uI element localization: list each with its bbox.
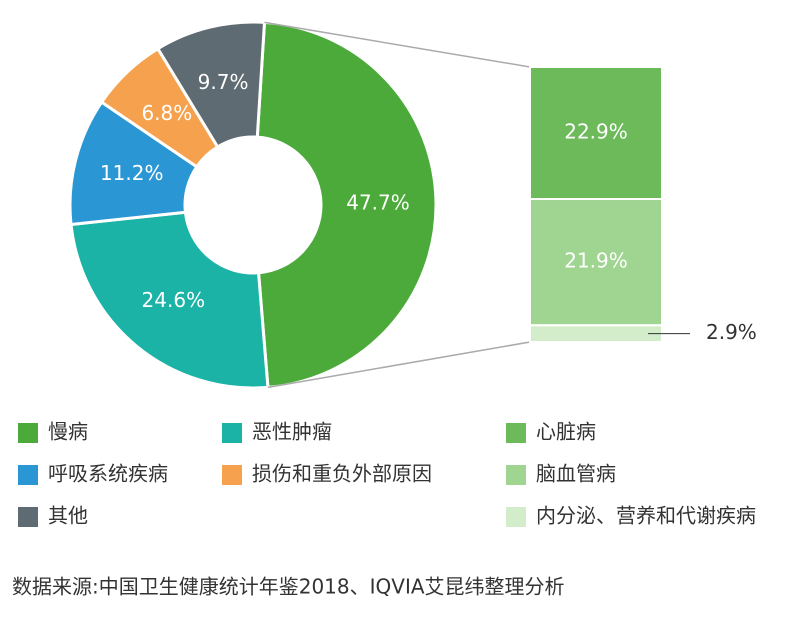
legend-label: 呼吸系统疾病 — [48, 462, 168, 486]
legend-label: 心脏病 — [536, 420, 596, 444]
legend-label: 脑血管病 — [536, 462, 616, 486]
breakdown-label: 21.9% — [564, 249, 628, 273]
connector-line — [264, 21, 531, 68]
legend-swatch — [222, 423, 242, 443]
legend-label: 慢病 — [48, 420, 88, 444]
slice-label: 6.8% — [141, 101, 192, 125]
legend-swatch — [18, 465, 38, 485]
pie-slice — [255, 20, 438, 390]
legend-swatch — [18, 423, 38, 443]
legend-label: 损伤和重负外部原因 — [252, 462, 432, 486]
slice-label: 24.6% — [142, 288, 206, 312]
legend-swatch — [506, 507, 526, 527]
breakdown-label: 2.9% — [706, 320, 757, 344]
slice-label: 11.2% — [100, 161, 164, 185]
pie-slice — [155, 20, 267, 149]
source-note: 数据来源:中国卫生健康统计年鉴2018、IQVIA艾昆纬整理分析 — [12, 575, 565, 599]
legend-swatch — [506, 423, 526, 443]
pie-slice — [68, 100, 199, 227]
legend-label: 其他 — [48, 504, 88, 528]
pie-slice — [69, 210, 270, 390]
breakdown-label: 22.9% — [564, 120, 628, 144]
slice-label: 47.7% — [346, 190, 410, 214]
legend-swatch — [506, 465, 526, 485]
legend-swatch — [18, 507, 38, 527]
slice-label: 9.7% — [198, 70, 249, 94]
legend-swatch — [222, 465, 242, 485]
legend-label: 恶性肿瘤 — [252, 420, 332, 444]
legend-label: 内分泌、营养和代谢疾病 — [536, 504, 756, 528]
breakdown-bar — [529, 324, 663, 343]
connector-line — [267, 341, 531, 389]
